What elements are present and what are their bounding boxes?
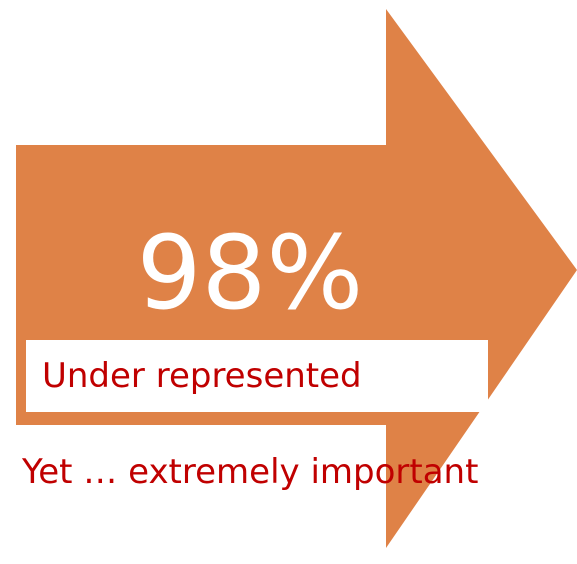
label-box: Under represented (26, 340, 488, 412)
label-text: Under represented (42, 356, 362, 396)
arrow-body (16, 9, 577, 548)
tagline: Yet … extremely important (22, 452, 479, 492)
stat-value: 98% (136, 214, 364, 333)
